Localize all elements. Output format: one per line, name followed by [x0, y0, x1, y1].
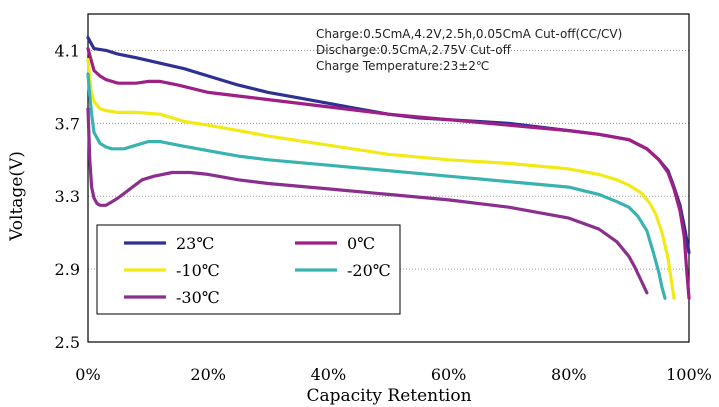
- legend-label-3: -20℃: [347, 261, 391, 280]
- legend-items: 23℃ 0℃ -10℃ -20℃ -30℃: [124, 234, 391, 307]
- plot-frame: [87, 13, 690, 343]
- series-lines: [86, 36, 691, 300]
- series-line-1: [86, 46, 691, 300]
- legend: 23℃ 0℃ -10℃ -20℃ -30℃: [96, 224, 401, 315]
- x-tick-label: 20%: [190, 365, 226, 384]
- series-line-3: [86, 72, 667, 300]
- annotation-charge: Charge:0.5CmA,4.2V,2.5h,0.05CmA Cut-off(…: [316, 27, 622, 41]
- y-tick-label: 3.7: [55, 114, 80, 133]
- y-tick-label: 4.1: [55, 41, 80, 60]
- annotation-temperature: Charge Temperature:23±2℃: [316, 59, 489, 73]
- x-tick-label: 60%: [431, 365, 467, 384]
- legend-label-1: 0℃: [347, 234, 375, 253]
- y-tick-label: 2.5: [55, 333, 80, 352]
- x-tick-labels: 0% 20% 40% 60% 80% 100%: [75, 365, 712, 384]
- legend-label-4: -30℃: [176, 288, 220, 307]
- annotation-discharge: Discharge:0.5CmA,2.75V Cut-off: [316, 43, 512, 57]
- x-tick-label: 0%: [75, 365, 100, 384]
- annotations: Charge:0.5CmA,4.2V,2.5h,0.05CmA Cut-off(…: [316, 27, 622, 73]
- y-tick-label: 2.9: [55, 260, 80, 279]
- legend-label-0: 23℃: [176, 234, 214, 253]
- x-tick-label: 80%: [551, 365, 587, 384]
- y-tick-label: 3.3: [55, 187, 80, 206]
- x-tick-label: 100%: [666, 365, 712, 384]
- x-axis-title: Capacity Retention: [306, 386, 471, 406]
- y-axis-title: Voltage(V): [7, 151, 27, 242]
- series-line-4: [86, 107, 649, 295]
- x-tick-label: 40%: [311, 365, 347, 384]
- y-tick-labels: 4.1 3.7 3.3 2.9 2.5: [55, 41, 80, 352]
- legend-label-2: -10℃: [176, 261, 220, 280]
- series-line-2: [86, 57, 676, 300]
